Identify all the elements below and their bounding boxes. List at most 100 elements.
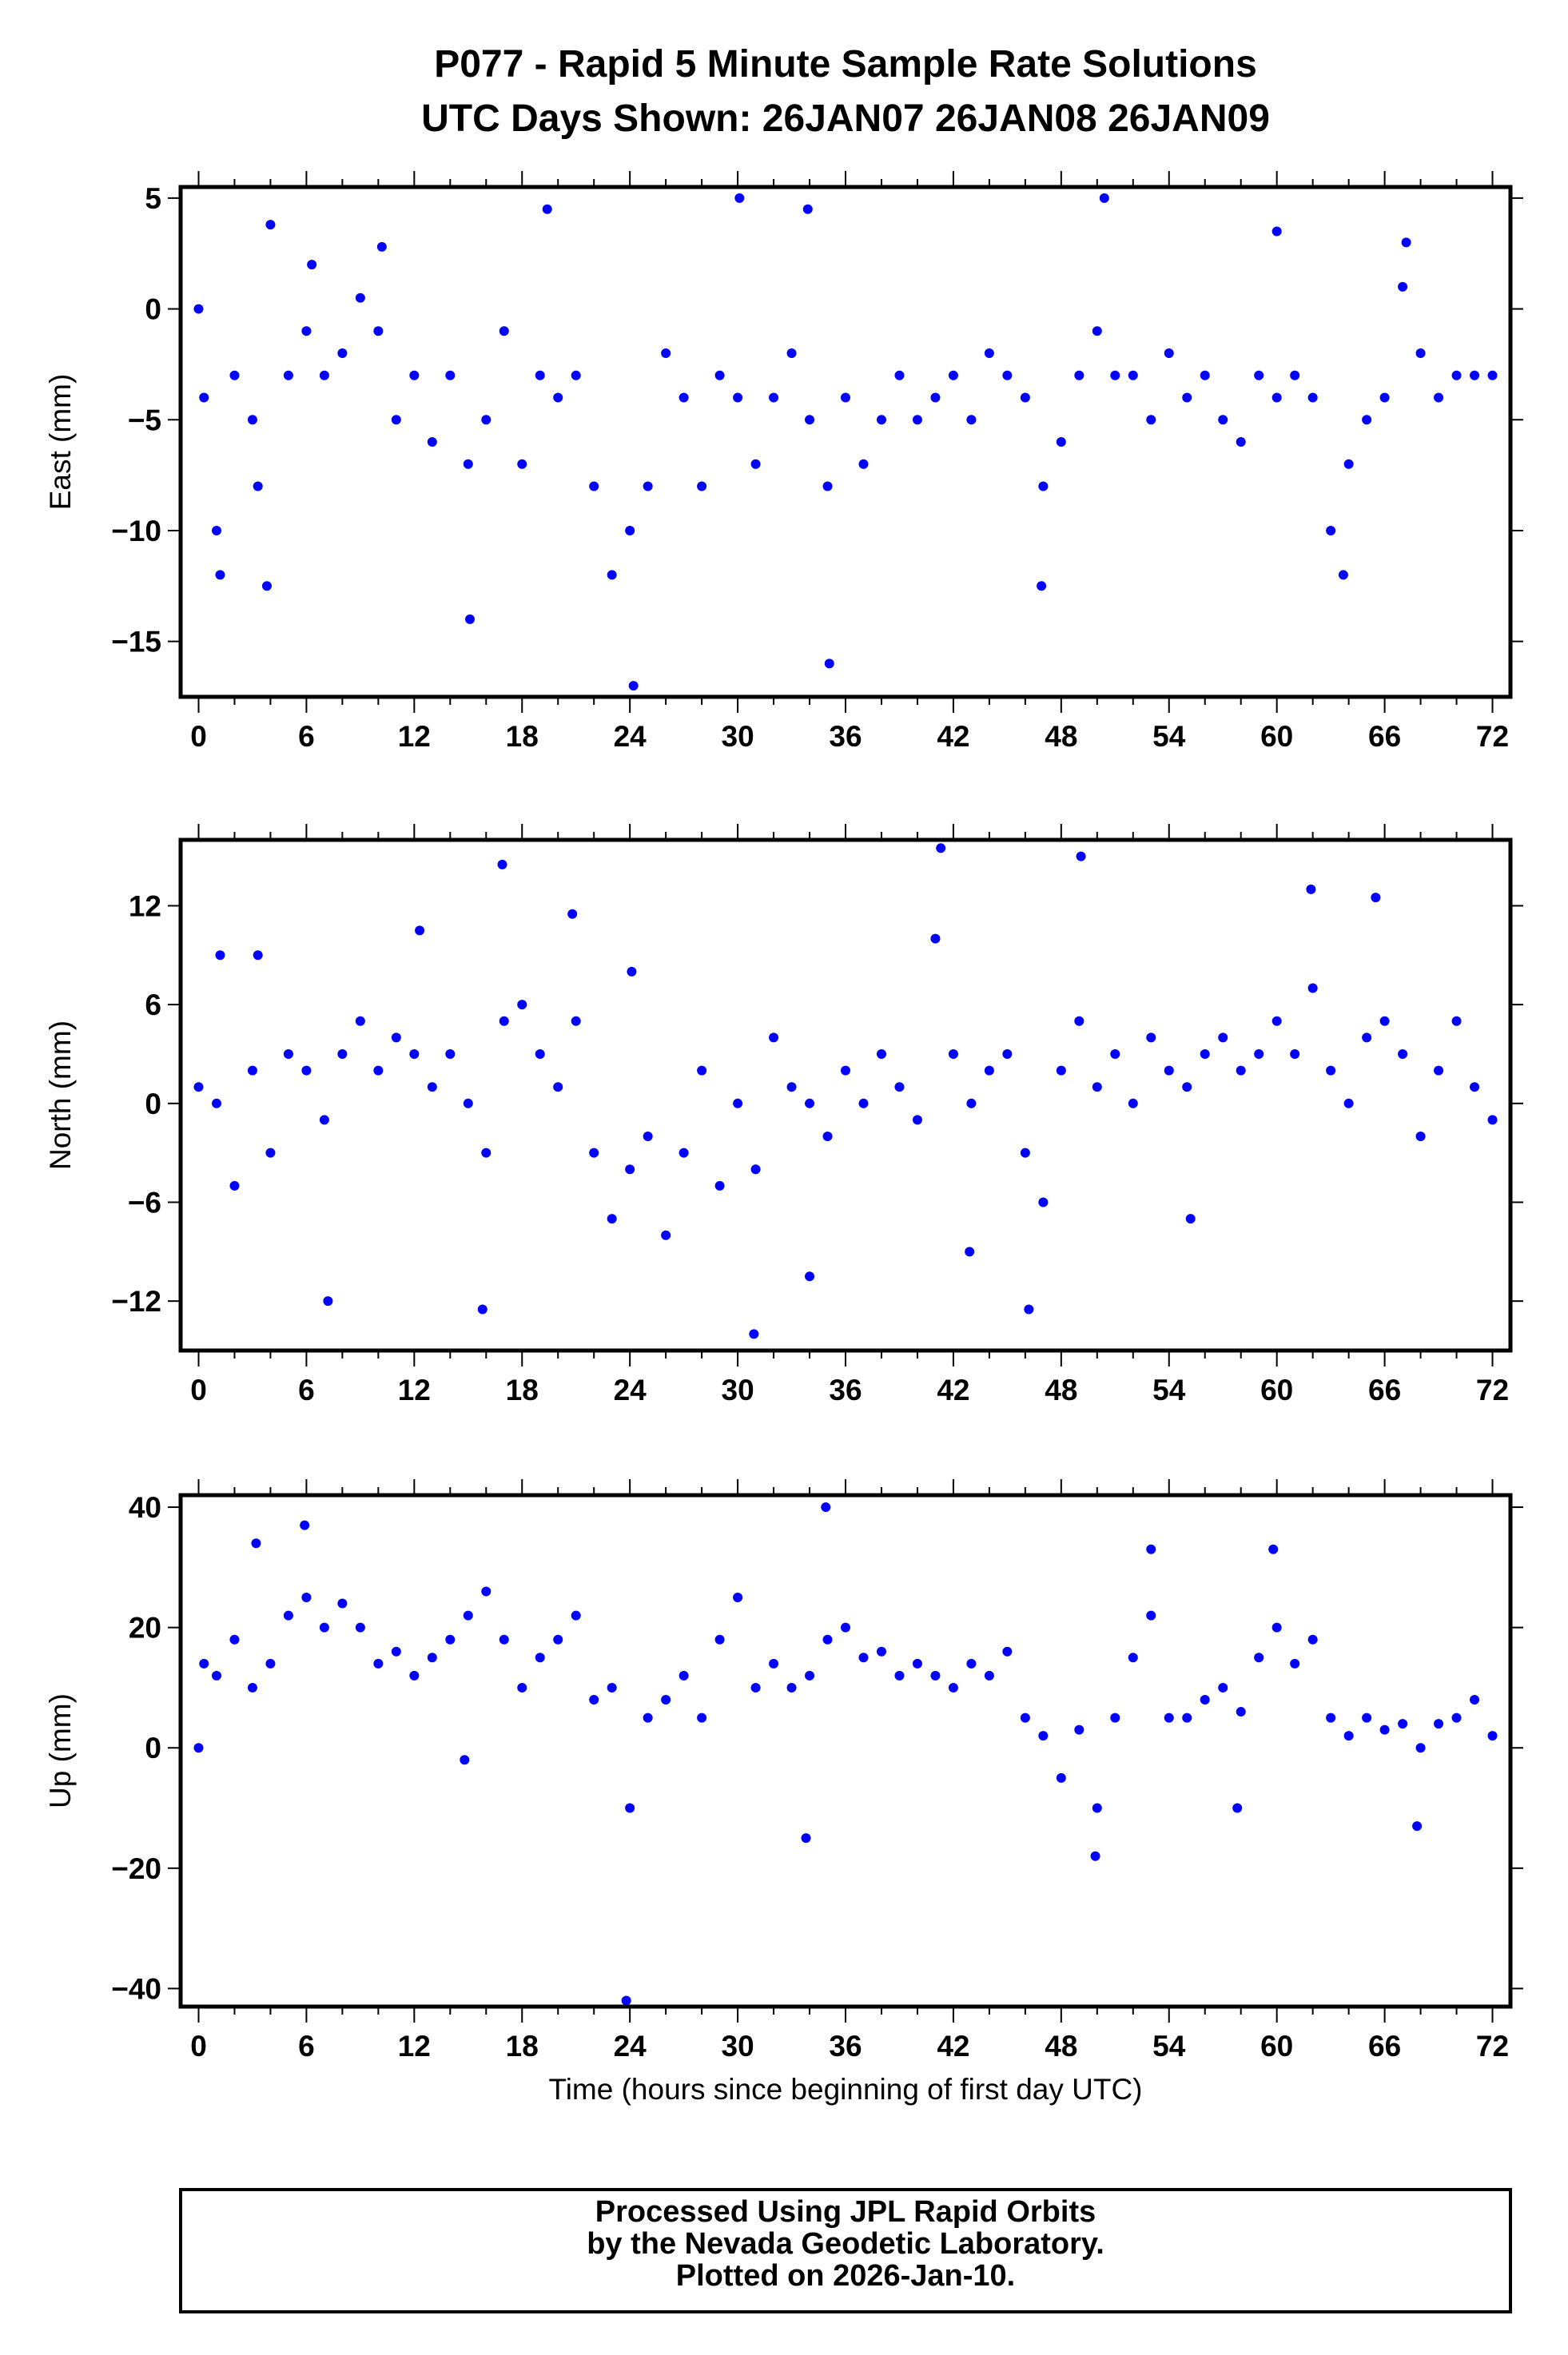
data-point [1290,370,1300,380]
data-point [805,1670,815,1681]
plot-frame [178,837,1513,1353]
data-point [229,1634,240,1645]
x-tick-label: 24 [614,1374,647,1406]
data-point [465,614,476,624]
data-point [733,392,743,403]
data-point [948,370,958,380]
data-point [337,1048,348,1059]
data-point [894,1670,905,1681]
data-point [445,370,456,380]
data-point [679,392,689,403]
data-point [1218,415,1228,425]
data-point [1290,1658,1300,1669]
x-tick-label: 24 [614,2030,647,2063]
y-tick-label: −5 [128,404,161,436]
data-point [1200,370,1210,380]
data-point [193,1082,204,1092]
data-point [1182,1082,1192,1092]
y-tick-label: −20 [111,1852,161,1885]
data-point [841,1622,850,1633]
data-point [1379,1724,1390,1735]
data-point [769,392,779,403]
data-point [1038,1731,1049,1741]
data-point [607,570,617,580]
data-point [786,1682,797,1693]
data-point [824,658,834,669]
data-point [409,1670,420,1681]
data-point [912,1658,922,1669]
data-point [930,392,941,403]
data-point [894,1082,905,1092]
data-point [1146,415,1156,425]
data-point [786,1082,797,1092]
data-point [542,204,552,214]
data-point [1272,1622,1282,1633]
y-tick-label: −10 [111,515,161,547]
data-point [805,1271,815,1282]
data-point [822,1634,833,1645]
data-point [749,1329,759,1339]
y-axis-label: North (mm) [44,1020,77,1170]
data-point [1487,1731,1498,1741]
y-tick-label: 20 [129,1612,161,1645]
data-point [1110,370,1120,380]
data-point [1487,1115,1498,1125]
data-point [984,1065,994,1076]
data-point [1074,370,1084,380]
data-point [283,370,293,380]
data-point [247,1065,257,1076]
data-point [499,326,509,336]
data-point [301,1065,312,1076]
data-point [193,1743,204,1753]
data-point [215,950,225,961]
data-point [373,1658,384,1669]
x-tick-label: 24 [614,720,647,753]
x-tick-label: 30 [722,1374,754,1406]
data-point [1326,525,1336,535]
data-point [661,1230,671,1240]
data-point [734,193,745,203]
data-point [1002,1646,1013,1657]
data-point [1146,1544,1156,1554]
data-point [211,1098,221,1108]
data-point [1099,193,1109,203]
data-point [283,1048,293,1059]
data-point [607,1682,617,1693]
data-point [1218,1682,1228,1693]
data-point [409,1048,420,1059]
data-point [1056,1065,1066,1076]
data-point [499,1634,509,1645]
data-point [300,1520,310,1530]
data-point [211,525,221,535]
data-point [1307,392,1318,403]
data-point [1146,1032,1156,1043]
x-tick-label: 6 [298,720,315,753]
data-point [1415,348,1426,359]
data-point [858,1653,869,1663]
data-point [1024,1304,1034,1315]
data-point [571,1610,581,1621]
data-point [553,392,563,403]
x-tick-label: 18 [506,2030,539,2063]
x-tick-label: 42 [937,720,969,753]
y-tick-label: −40 [111,1972,161,2005]
data-point [625,525,635,535]
data-point [445,1048,456,1059]
data-point [661,1695,671,1705]
data-point [535,370,545,380]
data-point [1379,1016,1390,1026]
data-point [1164,1713,1174,1723]
data-point [265,220,276,230]
x-tick-label: 18 [506,1374,539,1406]
data-point [1182,392,1192,403]
y-tick-label: 0 [145,293,161,326]
data-point [733,1098,743,1108]
data-point [337,348,348,359]
x-tick-label: 12 [398,2030,431,2063]
data-point [460,1755,470,1765]
data-point [661,348,671,359]
data-point [1074,1724,1084,1735]
data-point [936,843,946,853]
data-point [463,1098,473,1108]
data-point [750,1682,761,1693]
